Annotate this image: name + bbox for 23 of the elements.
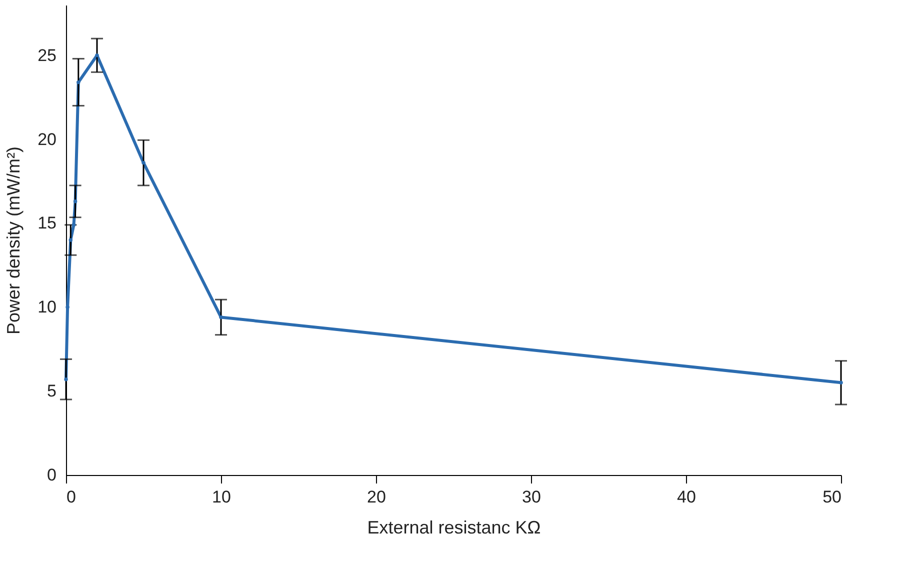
point [68, 238, 73, 242]
y-tick-label: 5 [47, 382, 56, 401]
x-tick-label: 0 [66, 488, 76, 506]
x-tick-label: 50 [822, 488, 842, 506]
point [76, 80, 80, 84]
point [219, 315, 223, 320]
point [73, 200, 78, 204]
x-tick-label: 10 [212, 488, 231, 506]
y-tick-label: 25 [38, 46, 56, 65]
x-axis-title: External resistanc KΩ [367, 518, 541, 538]
y-axis-title: Power density (mW/m²) [4, 146, 24, 335]
y-tick-label: 20 [38, 130, 56, 149]
point [72, 223, 76, 227]
y-tick-label: 15 [38, 214, 56, 233]
point [64, 377, 68, 382]
x-tick-label: 30 [522, 488, 541, 506]
point [142, 160, 146, 165]
x-tick-label: 40 [677, 488, 696, 506]
y-tick-label: 0 [47, 466, 56, 484]
x-tick-label: 20 [367, 488, 386, 506]
point [95, 53, 99, 58]
y-tick-label: 10 [38, 298, 56, 317]
point [839, 380, 843, 385]
